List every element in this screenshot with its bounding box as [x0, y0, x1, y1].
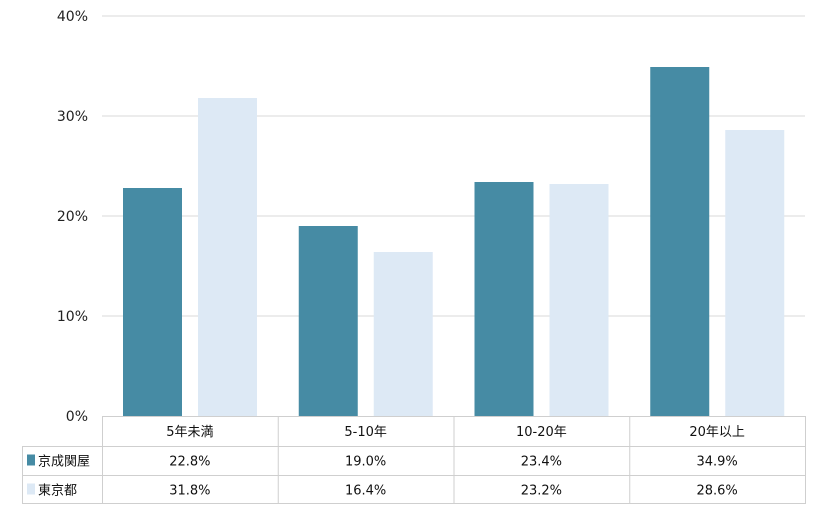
category-label: 5-10年 — [344, 425, 387, 440]
data-cell: 23.2% — [521, 484, 562, 499]
bar-2-1 — [198, 98, 257, 416]
legend-swatch-2 — [27, 483, 35, 495]
category-label: 5年未満 — [166, 425, 213, 440]
legend-label: 東京都 — [38, 483, 77, 499]
data-cell: 22.8% — [169, 455, 210, 470]
bar-1-3 — [474, 182, 534, 416]
y-tick-label: 20% — [57, 209, 88, 225]
data-cell: 31.8% — [169, 484, 210, 499]
bar-2-4 — [725, 130, 785, 416]
y-tick-label: 0% — [66, 409, 88, 425]
y-tick-label: 40% — [57, 9, 88, 25]
data-cell: 28.6% — [696, 484, 737, 499]
y-tick-label: 10% — [57, 309, 88, 325]
data-cell: 23.4% — [521, 455, 562, 470]
bar-2-3 — [549, 184, 609, 416]
legend-swatch-1 — [27, 454, 35, 466]
y-tick-label: 30% — [57, 109, 88, 125]
category-label: 10-20年 — [516, 425, 567, 440]
data-cell: 16.4% — [345, 484, 386, 499]
data-cell: 19.0% — [345, 455, 386, 470]
bar-2-2 — [373, 252, 433, 416]
bar-1-4 — [650, 67, 710, 416]
legend-label: 京成関屋 — [38, 455, 90, 470]
category-label: 20年以上 — [689, 425, 745, 440]
data-cell: 34.9% — [696, 455, 737, 470]
bar-1-2 — [298, 226, 358, 416]
bar-1-1 — [123, 188, 182, 416]
